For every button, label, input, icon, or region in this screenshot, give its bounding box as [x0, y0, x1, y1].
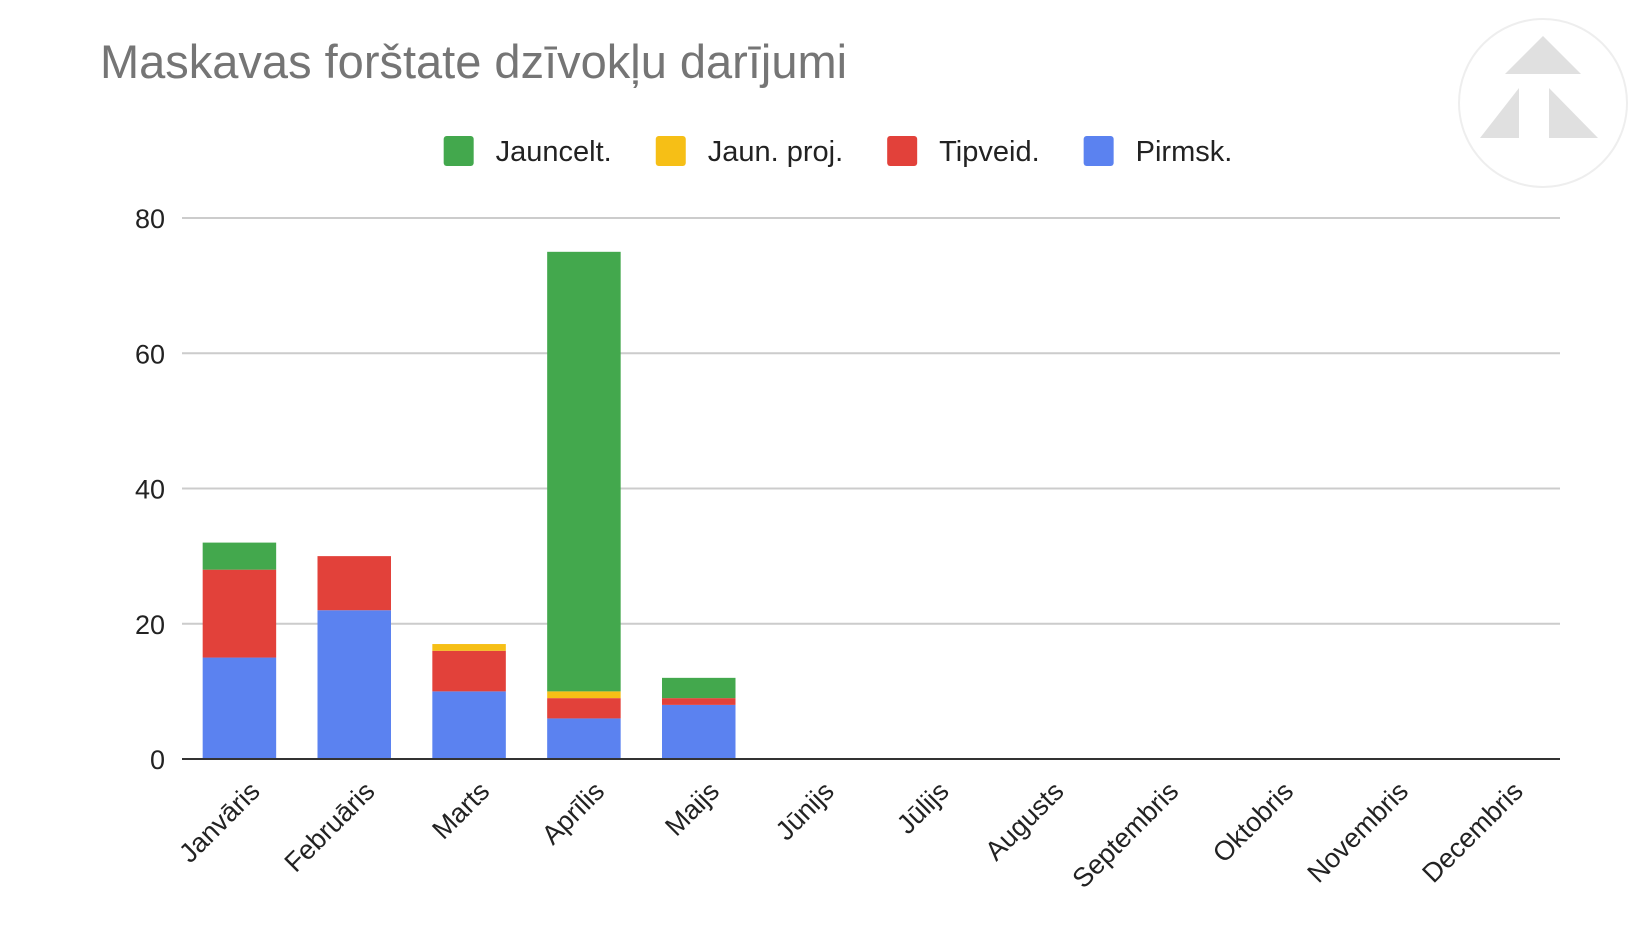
x-axis: Janvāris Februāris Marts Aprīlis Maijs Jūnijs… — [173, 776, 1528, 894]
bar-segment-tipveid-aprilis — [547, 698, 621, 719]
bar-segment-pirmsk-februaris — [317, 610, 391, 759]
x-tick-label: Marts — [426, 776, 495, 845]
bar-segment-jauncelt-janvaris — [202, 542, 277, 570]
x-tick-label: Decembris — [1416, 776, 1528, 888]
y-tick-label: 0 — [150, 745, 165, 775]
bar-segment-jauncelt-maijs — [662, 677, 736, 699]
x-tick-label: Jūlijs — [891, 776, 955, 840]
legend-label: Tipveid. — [939, 136, 1039, 168]
legend: Jauncelt. Jaun. proj. Tipveid. Pirmsk. — [443, 136, 1233, 168]
x-tick-label: Oktobris — [1207, 776, 1299, 868]
legend-swatch-tipveid — [887, 136, 918, 166]
bar-segment-tipveid-maijs — [662, 698, 736, 705]
grid — [182, 217, 1560, 625]
legend-label: Jaun. proj. — [708, 136, 843, 168]
bars — [202, 251, 736, 759]
bar-segment-pirmsk-janvaris — [202, 657, 277, 759]
x-tick-label: Augusts — [979, 776, 1069, 866]
x-tick-label: Aprīlis — [536, 776, 610, 850]
x-tick-label: Maijs — [659, 776, 725, 842]
triangle-logo-icon-left — [1480, 88, 1519, 138]
y-tick-label: 20 — [135, 610, 165, 640]
bar-segment-tipveid-marts — [432, 650, 506, 692]
bar-segment-tipveid-februaris — [317, 556, 391, 611]
bar-segment-pirmsk-aprilis — [547, 718, 621, 759]
bar-segment-pirmsk-marts — [432, 691, 506, 759]
chart-title: Maskavas forštate dzīvokļu darījumi — [100, 35, 847, 88]
bar-segment-jauncelt-aprilis — [547, 251, 621, 692]
bar-segment-jaun-proj-aprilis — [547, 691, 621, 699]
x-tick-label: Jūnijs — [770, 776, 840, 846]
triangle-logo-icon — [1505, 36, 1581, 74]
legend-swatch-pirmsk — [1083, 136, 1114, 166]
bar-segment-jaun-proj-marts — [432, 644, 506, 651]
bar-segment-pirmsk-maijs — [662, 704, 736, 759]
triangle-logo-icon-right — [1549, 88, 1598, 138]
x-tick-label: Janvāris — [173, 776, 265, 868]
x-tick-label: Septembris — [1067, 776, 1185, 894]
logo — [1458, 18, 1628, 188]
legend-label: Jauncelt. — [496, 136, 612, 168]
y-tick-label: 60 — [135, 339, 165, 369]
x-tick-label: Novembris — [1302, 776, 1414, 888]
legend-swatch-jauncelt — [443, 136, 474, 166]
legend-label: Pirmsk. — [1136, 136, 1233, 168]
y-tick-label: 40 — [135, 475, 165, 505]
y-tick-label: 80 — [135, 204, 165, 234]
y-axis: 0 20 40 60 80 — [135, 204, 165, 775]
x-tick-label: Februāris — [279, 776, 381, 878]
logo-circle — [1458, 18, 1628, 188]
bar-segment-tipveid-janvaris — [202, 569, 277, 658]
legend-swatch-jaun-proj — [655, 136, 686, 166]
